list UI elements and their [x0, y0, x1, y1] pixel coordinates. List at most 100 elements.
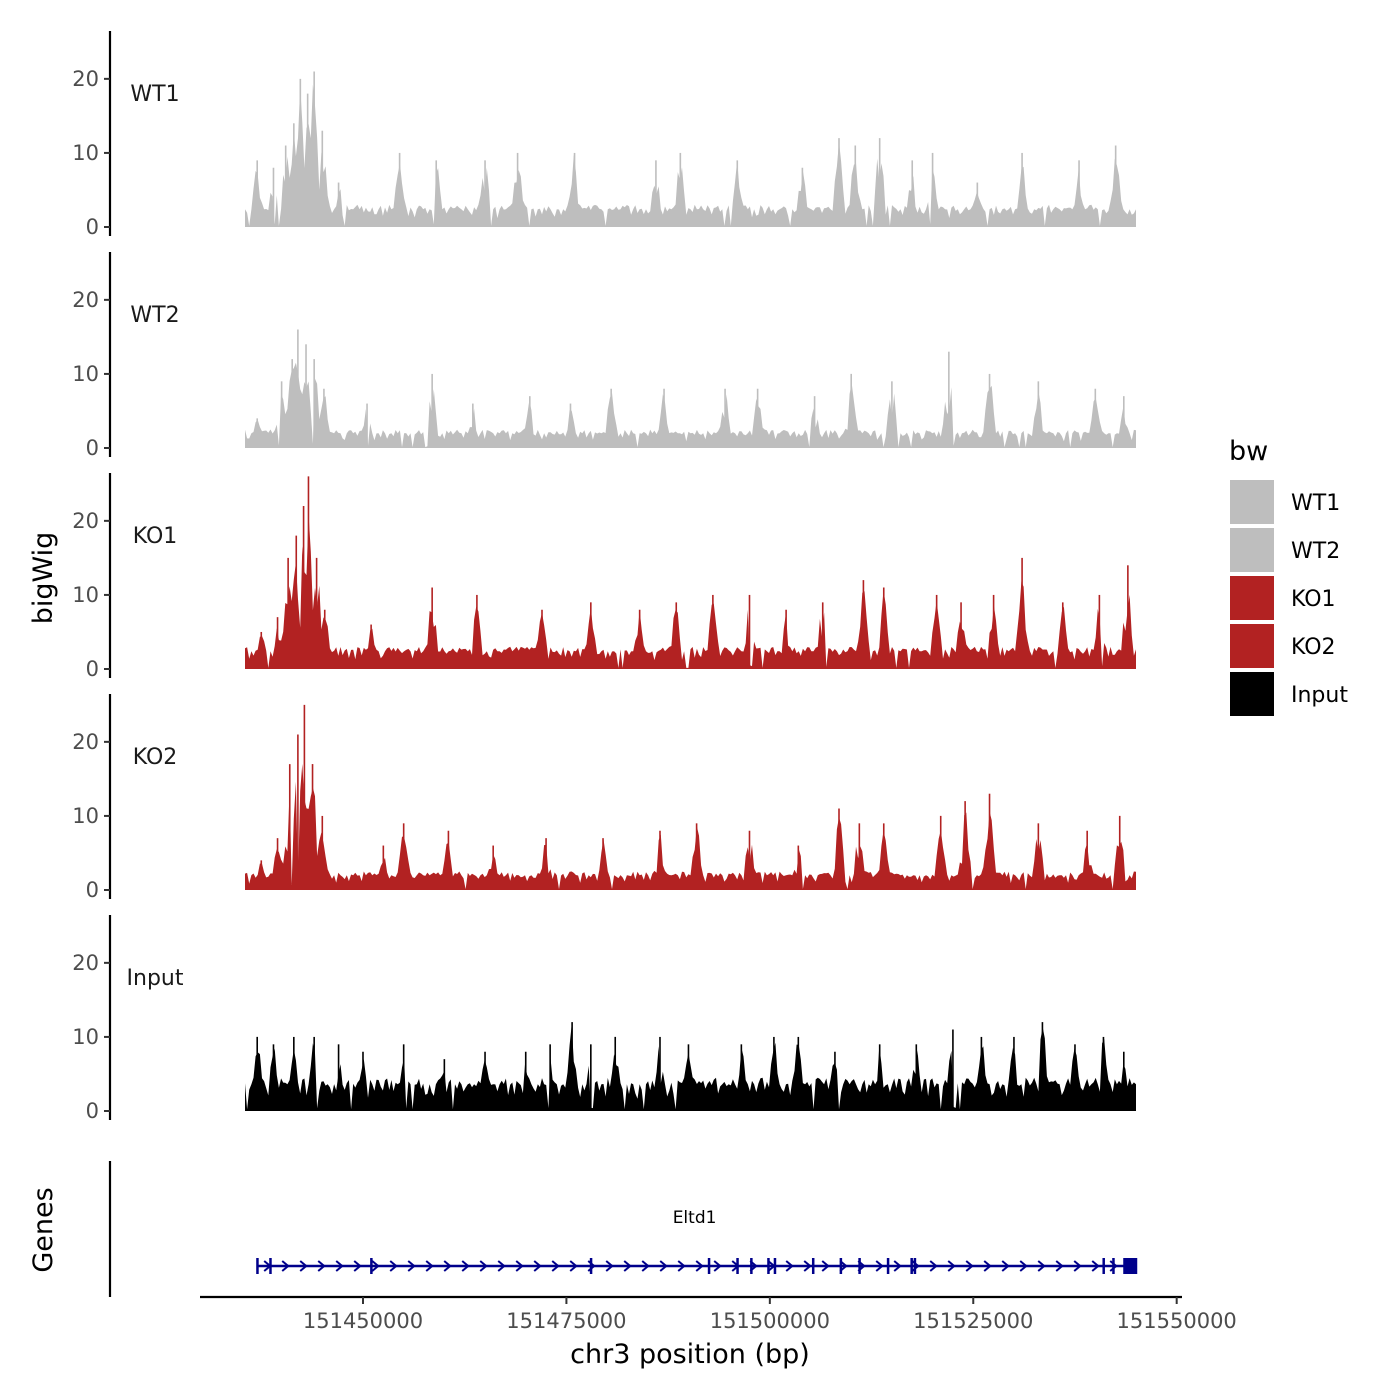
strand-arrow	[983, 1260, 992, 1272]
strand-arrow	[389, 1260, 398, 1272]
strand-arrow	[875, 1260, 884, 1272]
strand-arrow	[821, 1260, 830, 1272]
gene-exon	[886, 1258, 890, 1274]
x-tick-label: 151500000	[710, 1309, 830, 1333]
x-axis: 151450000 151475000 151500000 151525000 1515…	[200, 1295, 1237, 1333]
legend-label-wt2: WT2	[1291, 539, 1340, 564]
legend-label-wt1: WT1	[1291, 491, 1340, 516]
track-wt2: 0 10 20 WT2	[72, 252, 1136, 460]
strand-arrow	[929, 1260, 938, 1272]
strand-arrow	[299, 1260, 308, 1272]
legend-label-ko2: KO2	[1291, 635, 1336, 660]
strand-arrow	[965, 1260, 974, 1272]
strand-arrow	[623, 1260, 632, 1272]
strand-arrow	[893, 1260, 902, 1272]
gene-track-panel: Eltd1	[108, 1161, 1138, 1297]
gene-exon	[707, 1258, 711, 1274]
track-ko1: 0 10 20 KO1	[72, 473, 1136, 681]
gene-exon	[736, 1258, 739, 1274]
gene-label: Eltd1	[673, 1208, 717, 1228]
strand-arrow	[713, 1260, 722, 1272]
gene-exon	[773, 1258, 777, 1274]
signal-area-input	[245, 1024, 1136, 1111]
legend-swatch-ko1	[1230, 576, 1274, 620]
y-tick-label: 20	[72, 288, 99, 312]
x-tick-label: 151550000	[1117, 1309, 1237, 1333]
y-tick-label: 10	[72, 804, 99, 828]
strand-arrow	[659, 1260, 668, 1272]
y-tick-label: 20	[72, 509, 99, 533]
strand-arrow	[371, 1260, 380, 1272]
legend-swatch-wt2	[1230, 528, 1274, 572]
x-tick-label: 151450000	[303, 1309, 423, 1333]
gene-exon	[839, 1258, 843, 1274]
gene-exon	[811, 1258, 815, 1274]
gene-exon	[913, 1258, 917, 1274]
y-tick-label: 10	[72, 1025, 99, 1049]
track-input: 0 10 20 Input	[72, 915, 1136, 1123]
signal-area-wt1	[245, 84, 1136, 227]
strand-arrow	[1019, 1260, 1028, 1272]
x-tick-label: 151475000	[506, 1309, 626, 1333]
strand-arrow	[947, 1260, 956, 1272]
y-tick-label: 20	[72, 951, 99, 975]
strand-arrow	[1001, 1260, 1010, 1272]
gene-exon	[767, 1258, 770, 1274]
strand-arrow	[281, 1260, 290, 1272]
strand-arrow	[335, 1260, 344, 1272]
gene-exon	[1112, 1258, 1115, 1274]
track-label-input: Input	[127, 966, 184, 991]
y-tick-label: 0	[86, 878, 99, 902]
strand-arrow	[479, 1260, 488, 1272]
strand-arrow	[1073, 1260, 1082, 1272]
legend: bw WT1 WT2 KO1 KO2 Input	[1229, 436, 1348, 716]
strand-arrow	[1037, 1260, 1046, 1272]
strand-arrow	[839, 1260, 848, 1272]
signal-area-ko2	[245, 763, 1136, 890]
track-label-ko1: KO1	[133, 524, 178, 549]
track-label-wt1: WT1	[130, 82, 179, 107]
strand-arrow	[803, 1260, 812, 1272]
track-wt1: 0 10 20 WT1	[72, 31, 1136, 239]
strand-arrow	[1109, 1260, 1118, 1272]
strand-arrow	[677, 1260, 686, 1272]
gene-exon	[256, 1258, 259, 1274]
strand-arrow	[407, 1260, 416, 1272]
x-tick-label: 151525000	[913, 1309, 1033, 1333]
strand-arrow	[353, 1260, 362, 1272]
bigwig-tracks: 0 10 20 WT1 0 10 20 WT2 0 10 20 KO1 0 10 20 KO2 0 10 20 Inp…	[72, 31, 1136, 1123]
y-tick-label: 20	[72, 730, 99, 754]
signal-area-ko1	[245, 515, 1136, 669]
track-label-ko2: KO2	[133, 745, 178, 770]
strand-arrow	[425, 1260, 434, 1272]
y-tick-label: 20	[72, 67, 99, 91]
strand-arrow	[641, 1260, 650, 1272]
gene-exon	[1123, 1258, 1138, 1274]
strand-arrow	[605, 1260, 614, 1272]
strand-arrow	[443, 1260, 452, 1272]
y-tick-label: 10	[72, 141, 99, 165]
gene-exon	[858, 1258, 861, 1274]
y-tick-label: 0	[86, 436, 99, 460]
strand-arrow	[515, 1260, 524, 1272]
strand-arrow	[317, 1260, 326, 1272]
strand-arrow	[1091, 1260, 1100, 1272]
legend-title: bw	[1229, 436, 1268, 467]
strand-arrow	[569, 1260, 578, 1272]
y-tick-label: 0	[86, 1099, 99, 1123]
y-tick-label: 10	[72, 583, 99, 607]
track-label-wt2: WT2	[130, 303, 179, 328]
strand-arrow	[1055, 1260, 1064, 1272]
gene-exon	[589, 1258, 593, 1274]
y-tick-label: 0	[86, 657, 99, 681]
gene-track-title: Genes	[28, 1187, 59, 1272]
strand-arrow	[695, 1260, 704, 1272]
strand-arrow	[497, 1260, 506, 1272]
gene-exon	[1102, 1258, 1105, 1274]
legend-label-ko1: KO1	[1291, 587, 1336, 612]
strand-arrow	[461, 1260, 470, 1272]
strand-arrow	[785, 1260, 794, 1272]
y-tick-label: 10	[72, 362, 99, 386]
gene-eltd1: Eltd1	[256, 1208, 1138, 1274]
